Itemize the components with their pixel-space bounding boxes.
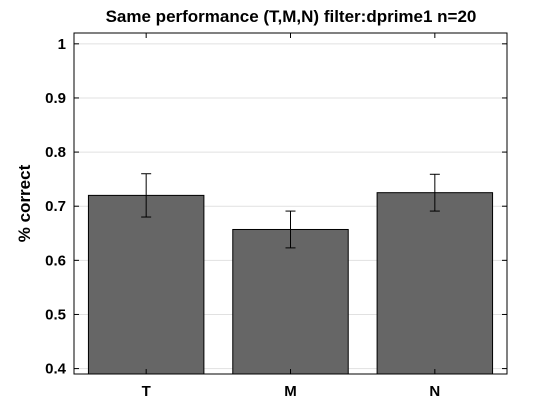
error-bar-T	[141, 173, 152, 218]
error-bar-M	[285, 210, 296, 249]
x-tick-label-T: T	[142, 383, 151, 400]
x-tick-label-N: N	[429, 383, 440, 400]
y-tick-label: 0.6	[45, 252, 66, 269]
y-tick-label: 1	[58, 36, 66, 53]
chart-title: Same performance (T,M,N) filter:dprime1 …	[106, 7, 477, 26]
y-tick-label: 0.4	[45, 361, 67, 378]
x-tick-label-M: M	[284, 383, 297, 400]
error-bar-N	[429, 173, 440, 212]
y-tick-label: 0.8	[45, 144, 66, 161]
y-tick-label: 0.9	[45, 90, 66, 107]
bars	[87, 192, 494, 375]
bar-T	[87, 194, 205, 375]
bar-M	[232, 228, 349, 375]
y-tick-label: 0.5	[45, 306, 66, 323]
y-axis: 0.4 0.5 0.6 0.7 0.8 0.9 1	[45, 36, 507, 378]
y-tick-label: 0.7	[45, 198, 66, 215]
error-bars	[141, 173, 440, 249]
bar-N	[376, 192, 494, 375]
y-axis-label: % correct	[15, 164, 34, 242]
